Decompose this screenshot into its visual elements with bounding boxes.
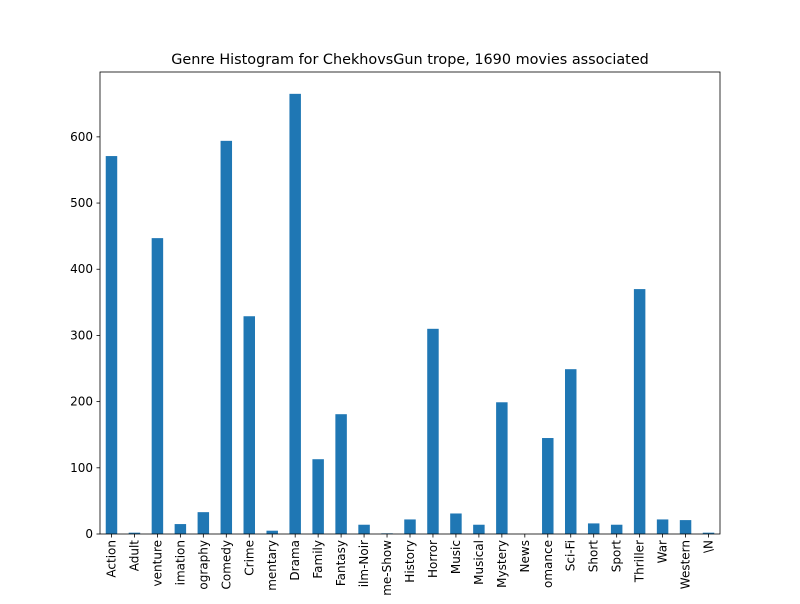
x-tick-label: Musical bbox=[472, 540, 486, 585]
bar-Drama bbox=[289, 93, 301, 534]
bar-Film-Noir bbox=[358, 524, 370, 534]
y-tick-label: 300 bbox=[70, 328, 93, 342]
bar-Comedy bbox=[220, 140, 233, 534]
x-tick-label: ography bbox=[196, 540, 210, 590]
x-tick-label: ilm-Noir bbox=[357, 540, 371, 587]
bar-Horror bbox=[427, 328, 439, 534]
x-tick-label: venture bbox=[150, 540, 164, 586]
chart-title: Genre Histogram for ChekhovsGun trope, 1… bbox=[171, 52, 649, 68]
bar-War bbox=[656, 519, 669, 534]
bar-Thriller bbox=[633, 289, 646, 534]
bar-Music bbox=[450, 513, 462, 534]
x-tick-label: \N bbox=[702, 540, 716, 553]
x-axis: Action Adult venture imation ography Comedy Cr… bbox=[104, 534, 716, 596]
x-tick-label: Sport bbox=[610, 540, 624, 573]
x-tick-label: mentary bbox=[265, 540, 279, 591]
x-tick-label: Western bbox=[679, 540, 693, 589]
bar-Biography bbox=[197, 512, 210, 534]
x-tick-label: Action bbox=[104, 540, 118, 578]
bar-Adventure bbox=[151, 238, 164, 534]
x-tick-label: Adult bbox=[127, 540, 141, 572]
x-tick-label: News bbox=[518, 540, 532, 572]
y-tick-label: 200 bbox=[70, 395, 93, 409]
x-tick-label: Music bbox=[449, 540, 463, 574]
x-tick-label: Fantasy bbox=[334, 540, 348, 586]
x-tick-label: Crime bbox=[242, 540, 256, 576]
x-tick-label: Mystery bbox=[495, 540, 509, 588]
bar-Family bbox=[312, 459, 324, 534]
x-tick-label: Horror bbox=[426, 540, 440, 578]
y-tick-label: 0 bbox=[85, 527, 93, 541]
y-tick-label: 400 bbox=[70, 262, 93, 276]
x-tick-label: War bbox=[656, 540, 670, 563]
bar-Sport bbox=[610, 524, 623, 534]
x-tick-label: omance bbox=[541, 540, 555, 588]
bar-Action bbox=[105, 156, 118, 534]
x-tick-label: History bbox=[403, 540, 417, 583]
bar-\N bbox=[702, 532, 715, 534]
x-tick-label: Thriller bbox=[633, 540, 647, 583]
bar-History bbox=[404, 519, 416, 534]
x-tick-label: Comedy bbox=[219, 540, 233, 590]
x-tick-label: Family bbox=[311, 540, 325, 579]
bar-Crime bbox=[243, 316, 255, 534]
bar-Western bbox=[679, 520, 692, 534]
x-tick-label: Short bbox=[587, 540, 601, 572]
plot-frame bbox=[99, 71, 721, 535]
x-tick-labels: Action Adult venture imation ography Comedy Cr… bbox=[104, 540, 715, 596]
bar-Adult bbox=[128, 532, 141, 534]
x-tick-label: me-Show bbox=[380, 540, 394, 596]
x-tick-label: imation bbox=[173, 540, 187, 585]
bar-Romance bbox=[542, 438, 554, 534]
y-tick-label: 600 bbox=[70, 130, 93, 144]
bar-Sci-Fi bbox=[565, 369, 577, 534]
y-tick-label: 100 bbox=[70, 461, 93, 475]
bars bbox=[105, 93, 715, 534]
bar-Documentary bbox=[266, 530, 278, 534]
bar-Mystery bbox=[496, 402, 508, 534]
bar-Short bbox=[587, 523, 600, 534]
y-axis: 0 100 200 300 400 500 600 bbox=[70, 130, 100, 541]
y-tick-label: 500 bbox=[70, 196, 93, 210]
x-tick-label: Sci-Fi bbox=[564, 540, 578, 571]
bar-Musical bbox=[473, 524, 485, 534]
bar-Animation bbox=[174, 524, 187, 534]
x-tick-label: Drama bbox=[288, 540, 302, 581]
bar-Fantasy bbox=[335, 414, 347, 534]
